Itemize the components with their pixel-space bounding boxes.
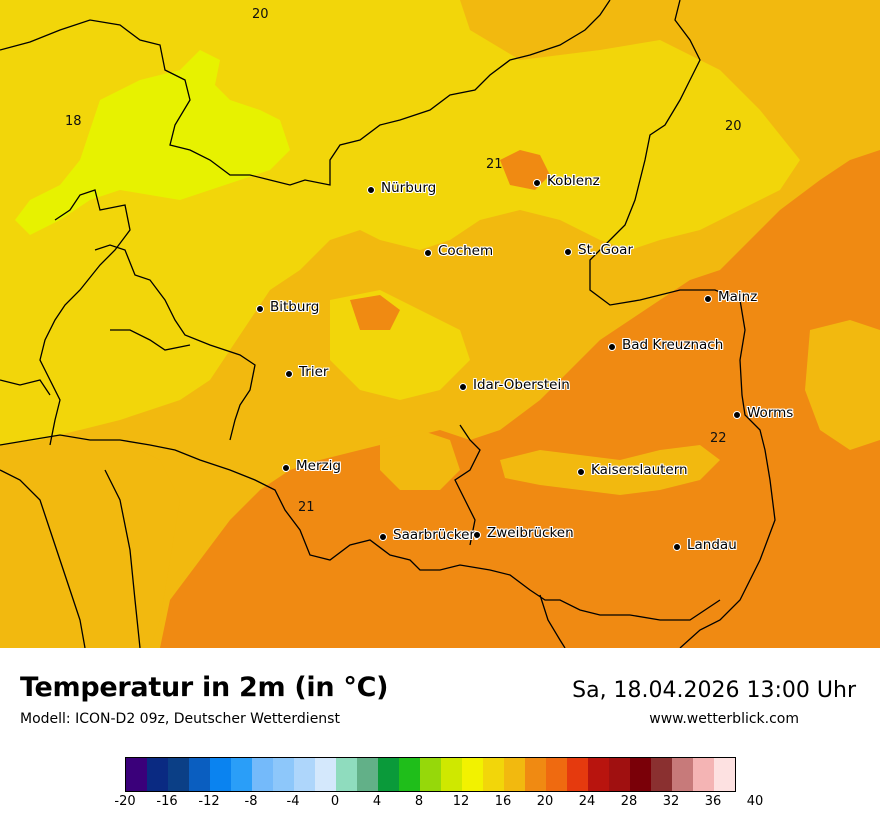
legend-color-segment (609, 758, 630, 791)
map-footer: Temperatur in 2m (in °C) Modell: ICON-D2… (0, 648, 880, 830)
legend-tick-label: 4 (372, 794, 382, 809)
map-title: Temperatur in 2m (in °C) (20, 672, 389, 703)
city-label: Mainz (718, 289, 758, 305)
city-label: Kaiserslautern (591, 462, 688, 478)
temp-zone-light-orange (805, 320, 880, 450)
city-label: Cochem (438, 243, 494, 259)
city-dot (564, 248, 572, 256)
legend-tick-label: -20 (114, 794, 136, 809)
legend-tick-label: 12 (452, 794, 470, 809)
legend-color-segment (378, 758, 399, 791)
legend-color-segment (147, 758, 168, 791)
city-dot (733, 411, 741, 419)
legend-color-segment (693, 758, 714, 791)
temperature-field (0, 0, 880, 648)
city-dot (577, 468, 585, 476)
temp-zone-light-orange (380, 430, 460, 490)
legend-color-segment (483, 758, 504, 791)
legend-color-segment (651, 758, 672, 791)
city-label: Saarbrücken (393, 527, 478, 543)
city-label: Landau (687, 537, 737, 553)
temp-zone-light-orange (500, 445, 720, 495)
temp-zone-yellow-green (180, 50, 220, 85)
legend-tick-label: -12 (198, 794, 220, 809)
isoline-label: 22 (710, 431, 727, 446)
legend-color-segment (336, 758, 357, 791)
temp-zone-orange (350, 295, 400, 330)
city-dot (533, 179, 541, 187)
legend-ticks: -20 -16 -12 -8 -4 0 4 8 12 16 20 24 28 32 36 40 (0, 794, 880, 814)
legend-color-segment (546, 758, 567, 791)
legend-color-segment (189, 758, 210, 791)
temp-zone-orange (160, 150, 880, 648)
city-dot (424, 249, 432, 257)
legend-color-segment (525, 758, 546, 791)
legend-color-segment (462, 758, 483, 791)
city-label: Merzig (296, 458, 341, 474)
isoline-label: 21 (486, 157, 503, 172)
temp-zone-light-orange (0, 430, 180, 648)
legend-color-segment (126, 758, 147, 791)
city-label: St. Goar (578, 242, 633, 258)
legend-color-segment (504, 758, 525, 791)
city-dot (473, 531, 481, 539)
city-label: Worms (747, 405, 794, 421)
isoline-label: 18 (65, 114, 82, 129)
legend-tick-label: 20 (536, 794, 554, 809)
city-label: Nürburg (381, 180, 437, 196)
isoline-label: 20 (725, 119, 742, 134)
city-dot (256, 305, 264, 313)
legend-color-segment (315, 758, 336, 791)
border-lines (0, 0, 776, 648)
legend-color-segment (252, 758, 273, 791)
legend-color-segment (714, 758, 735, 791)
city-dot (608, 343, 616, 351)
legend-color-segment (231, 758, 252, 791)
city-dot (673, 543, 681, 551)
city-label: Idar-Oberstein (473, 377, 570, 393)
legend-tick-label: 16 (494, 794, 512, 809)
legend-tick-label: -16 (156, 794, 178, 809)
website-link[interactable]: www.wetterblick.com (649, 711, 799, 727)
legend-color-segment (168, 758, 189, 791)
isoline-label: 20 (252, 7, 269, 22)
city-dot (379, 533, 387, 541)
legend-tick-label: 32 (662, 794, 680, 809)
legend-color-segment (399, 758, 420, 791)
legend-tick-label: 28 (620, 794, 638, 809)
city-dot (459, 383, 467, 391)
city-dot (367, 186, 375, 194)
city-label: Koblenz (547, 173, 600, 189)
legend-color-segment (294, 758, 315, 791)
isoline-label: 21 (298, 500, 315, 515)
legend-tick-label: 36 (704, 794, 722, 809)
legend-color-segment (357, 758, 378, 791)
temp-zone-yellow (330, 290, 470, 400)
legend-tick-label: 8 (414, 794, 424, 809)
city-dot (282, 464, 290, 472)
legend-tick-label: -8 (244, 794, 258, 809)
city-label: Trier (299, 364, 329, 380)
temperature-map[interactable]: 20 18 21 20 22 21 Nürburg Koblenz Cochem… (0, 0, 880, 648)
legend-color-segment (672, 758, 693, 791)
city-label: Bad Kreuznach (622, 337, 724, 353)
forecast-datetime: Sa, 18.04.2026 13:00 Uhr (572, 678, 856, 703)
legend-color-segment (630, 758, 651, 791)
legend-color-segment (588, 758, 609, 791)
legend-color-segment (420, 758, 441, 791)
color-scale-legend (125, 757, 736, 792)
model-source: Modell: ICON-D2 09z, Deutscher Wetterdie… (20, 711, 340, 727)
city-label: Bitburg (270, 299, 320, 315)
city-label: Zweibrücken (487, 525, 574, 541)
legend-tick-label: -4 (286, 794, 300, 809)
legend-tick-label: 40 (746, 794, 764, 809)
legend-tick-label: 24 (578, 794, 596, 809)
legend-color-segment (273, 758, 294, 791)
legend-color-segment (210, 758, 231, 791)
legend-tick-label: 0 (330, 794, 340, 809)
legend-color-segment (441, 758, 462, 791)
legend-color-segment (567, 758, 588, 791)
city-dot (704, 295, 712, 303)
city-dot (285, 370, 293, 378)
